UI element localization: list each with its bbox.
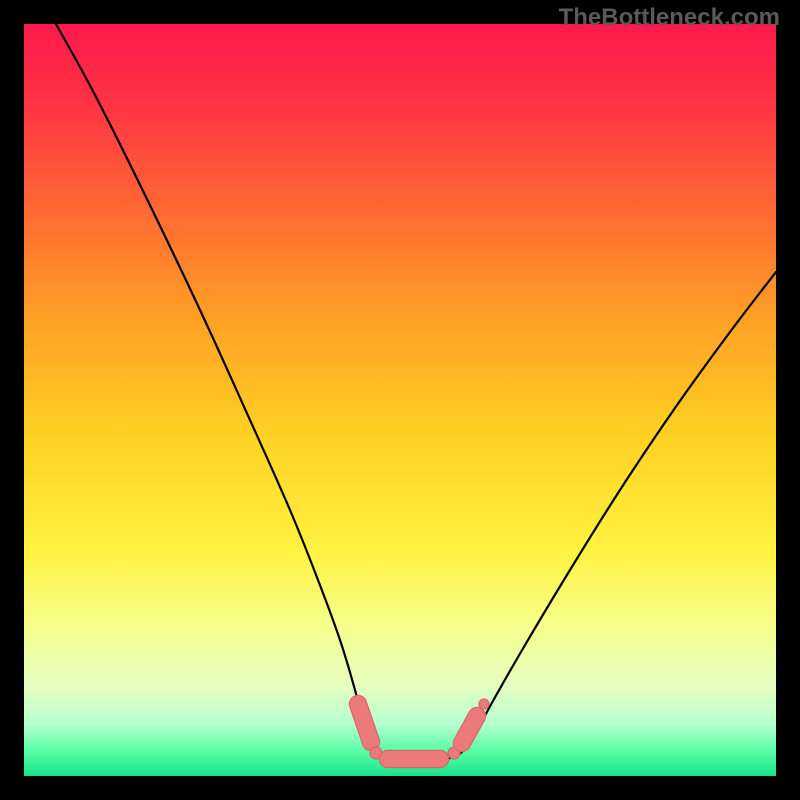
gradient-background [24,24,776,776]
plot-svg [0,0,800,800]
watermark-text: TheBottleneck.com [559,4,780,32]
